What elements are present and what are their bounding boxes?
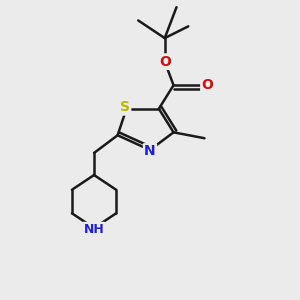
Text: NH: NH — [84, 223, 104, 236]
Text: O: O — [202, 78, 213, 92]
Text: N: N — [144, 145, 156, 158]
Text: S: S — [120, 100, 130, 114]
Text: O: O — [159, 55, 171, 69]
